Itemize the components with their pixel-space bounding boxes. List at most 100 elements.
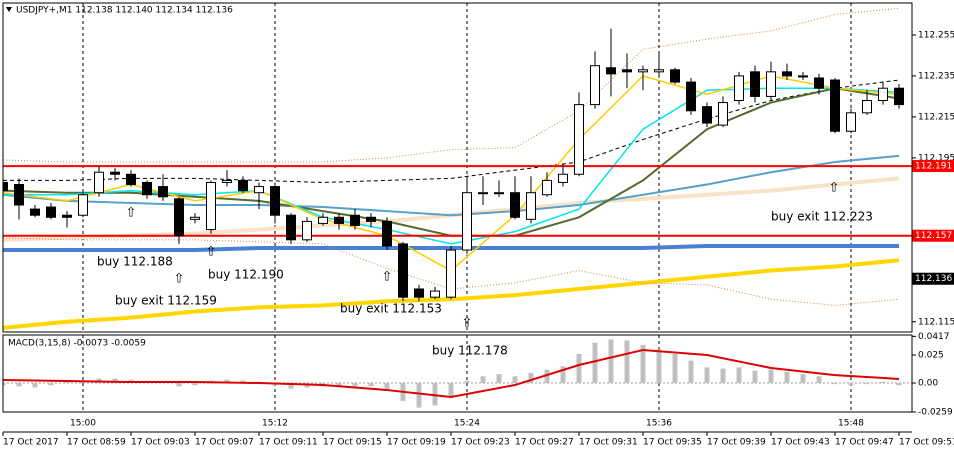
time-label: 15:36 [646, 419, 672, 429]
macd-plot [3, 335, 912, 412]
histogram-bar [816, 376, 822, 384]
candle-body [622, 69, 632, 73]
symbol-icon [6, 7, 12, 12]
candle-body [334, 216, 344, 224]
candle-body [3, 181, 8, 192]
histogram-bar [32, 383, 38, 388]
candle-body [414, 288, 424, 298]
candle-body [830, 79, 840, 132]
candle-body [654, 69, 664, 73]
candle-body [478, 192, 488, 195]
candle-body [270, 186, 280, 216]
indicator-line [3, 154, 900, 217]
date-label: 17 Oct 09:35 [643, 438, 702, 448]
histogram-bar [848, 383, 854, 386]
main-plot [3, 3, 912, 332]
candle-body [206, 181, 216, 231]
candle-body [286, 214, 296, 241]
histogram-bar [720, 368, 726, 384]
annotation: buy exit 112.153 [340, 302, 442, 316]
candle-body [542, 179, 552, 196]
y-tick-label: 0.0417 [918, 332, 950, 342]
arrow-icon: ⇧ [206, 245, 217, 260]
histogram-bar [608, 339, 614, 384]
indicator-line [3, 7, 900, 163]
candle-body [782, 71, 792, 77]
candle-body [142, 181, 152, 196]
y-tick-label: 112.115 [918, 317, 954, 327]
candle-body [46, 206, 56, 218]
candle-body [702, 106, 712, 124]
candle-body [862, 100, 872, 114]
annotation: buy exit 112.159 [115, 294, 217, 308]
candle-body [670, 69, 680, 83]
indicator-line [3, 79, 900, 183]
histogram-bar [432, 383, 438, 406]
annotation: buy exit 112.223 [771, 210, 873, 224]
signal-line [3, 348, 900, 399]
candle-body [846, 112, 856, 132]
candle-body [78, 194, 88, 216]
last-price-box [912, 272, 954, 285]
histogram-bar [880, 381, 886, 384]
level-label: 112.191 [915, 162, 952, 172]
histogram-bar [752, 370, 758, 384]
y-tick-label: 112.235 [918, 71, 954, 81]
histogram-bar [224, 379, 230, 384]
candle-body [446, 249, 456, 298]
date-label: 17 Oct 09:27 [515, 438, 574, 448]
candle-body [814, 77, 824, 89]
arrow-icon: ⇧ [174, 272, 185, 287]
histogram-bar [384, 383, 390, 390]
annotation: buy 112.190 [208, 268, 284, 282]
histogram-bar [688, 360, 694, 384]
histogram-bar [176, 383, 182, 387]
annotation: buy 112.188 [97, 255, 173, 269]
histogram-bar [832, 383, 838, 385]
candle-body [14, 184, 24, 206]
candle-body [878, 87, 888, 102]
histogram-bar [352, 383, 358, 387]
candle-body [686, 81, 696, 112]
time-label: 15:00 [70, 419, 96, 429]
level-label-box [912, 229, 954, 242]
date-label: 17 Oct 09:51 [899, 438, 954, 448]
candle-body [190, 216, 200, 220]
date-label: 17 Oct 09:43 [771, 438, 830, 448]
histogram-bar [448, 383, 454, 398]
arrow-icon: ⇧ [829, 181, 840, 196]
time-label: 15:24 [454, 419, 480, 429]
candle-body [734, 75, 744, 102]
candle-body [798, 75, 808, 78]
date-label: 17 Oct 09:39 [707, 438, 766, 448]
histogram-bar [640, 344, 646, 384]
date-label: 17 Oct 2017 [3, 438, 59, 448]
histogram-bar [768, 369, 774, 384]
candle-body [574, 104, 584, 175]
date-label: 17 Oct 09:03 [131, 438, 190, 448]
histogram-bar [592, 342, 598, 384]
candle-body [398, 243, 408, 298]
histogram-bar [496, 374, 502, 384]
histogram-bar [528, 372, 534, 384]
indicator-line [3, 87, 900, 245]
histogram-bar [560, 366, 566, 384]
histogram-bar [736, 367, 742, 384]
candle-body [494, 192, 504, 195]
candle-body [222, 179, 232, 183]
date-label: 17 Oct 09:11 [259, 438, 318, 448]
histogram-bar [512, 376, 518, 384]
axes: 15:00 15:12 15:24 15:36 15:48 17 Oct 2017 17 O… [2, 30, 954, 448]
histogram-bar [64, 381, 70, 384]
date-label: 17 Oct 09:31 [579, 438, 638, 448]
candle-body [158, 186, 168, 198]
candle-body [126, 173, 136, 186]
histogram-bar [656, 349, 662, 384]
candle-body [606, 67, 616, 75]
arrow-icon: ⇧ [462, 316, 473, 331]
symbol-header: USDJPY+,M1 112.138 112.140 112.134 112.1… [16, 6, 233, 16]
histogram-bar [544, 369, 550, 384]
y-tick-label: 112.255 [918, 30, 954, 40]
